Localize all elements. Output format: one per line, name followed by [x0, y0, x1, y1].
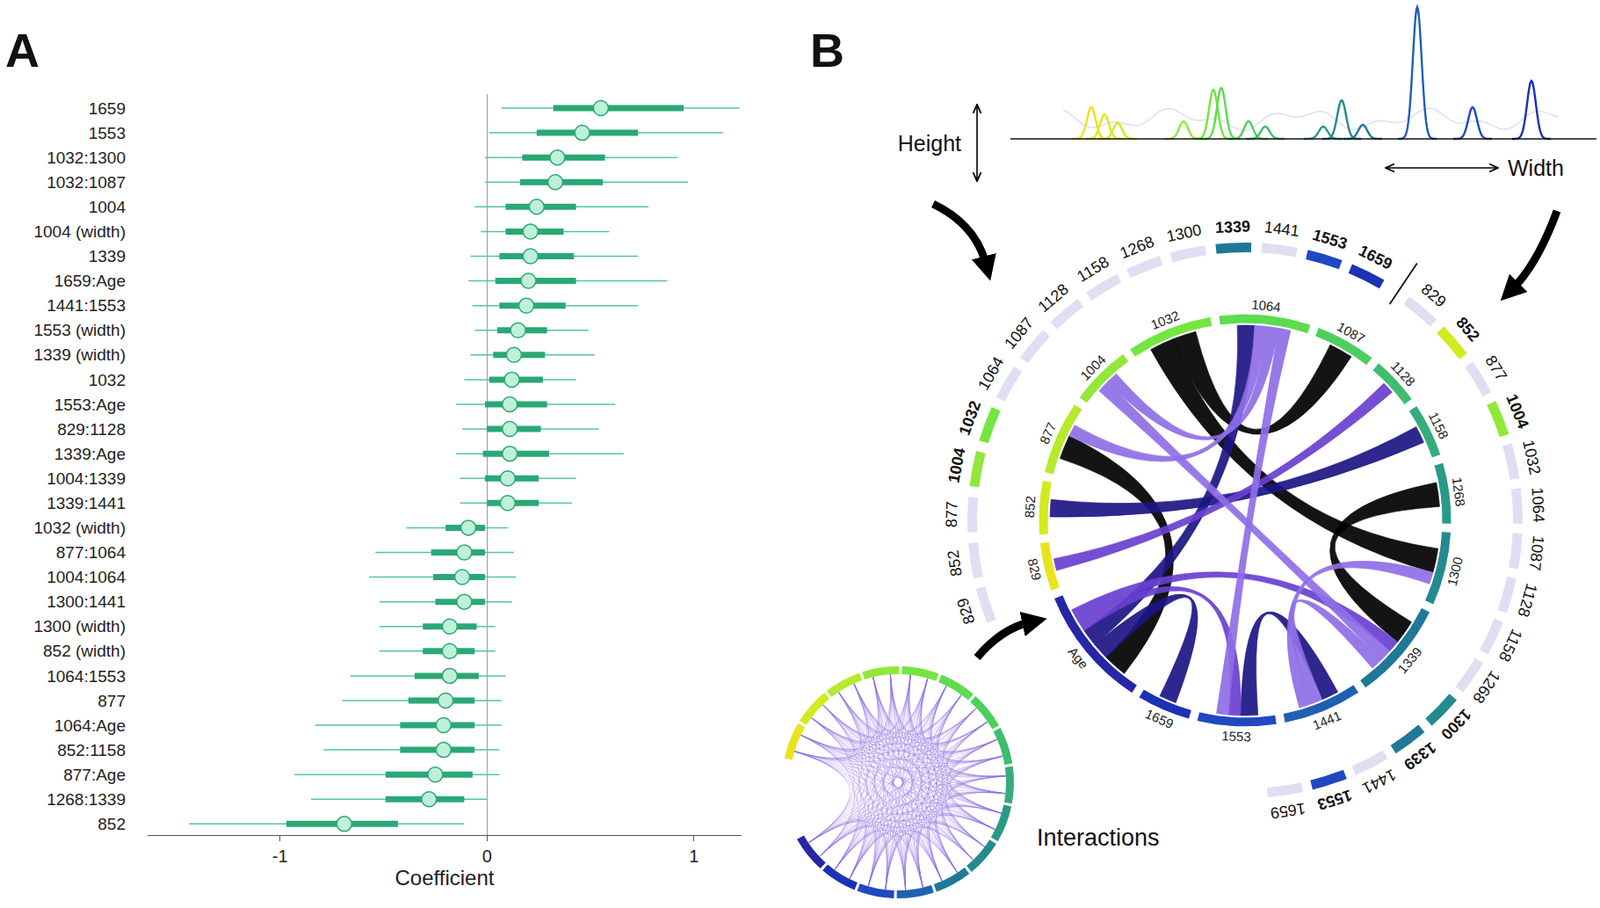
svg-text:1032:1087: 1032:1087: [46, 173, 126, 192]
svg-text:1087: 1087: [1000, 313, 1037, 353]
svg-text:1659: 1659: [1355, 241, 1396, 274]
svg-text:877: 877: [97, 691, 126, 710]
svg-text:1128: 1128: [1388, 358, 1419, 390]
svg-text:1032:1300: 1032:1300: [46, 148, 126, 167]
svg-text:1441:1553: 1441:1553: [46, 296, 126, 315]
svg-text:Coefficient: Coefficient: [395, 865, 495, 890]
svg-text:1032: 1032: [88, 370, 126, 390]
svg-text:Age: Age: [1064, 644, 1092, 672]
svg-text:852: 852: [97, 814, 126, 833]
svg-text:1659: 1659: [1269, 799, 1308, 823]
svg-text:1339:Age: 1339:Age: [54, 444, 126, 464]
svg-text:1158: 1158: [1495, 625, 1527, 665]
svg-text:1339 (width): 1339 (width): [33, 345, 126, 364]
svg-text:1128: 1128: [1035, 280, 1072, 316]
svg-text:1064: 1064: [1251, 296, 1282, 315]
svg-text:852: 852: [943, 548, 965, 578]
svg-text:877:1064: 877:1064: [56, 542, 127, 562]
svg-text:0: 0: [482, 846, 493, 866]
svg-text:1004: 1004: [1502, 391, 1532, 432]
svg-text:1004:1339: 1004:1339: [46, 469, 126, 488]
svg-text:829:1128: 829:1128: [57, 419, 126, 439]
svg-text:1268: 1268: [1117, 232, 1158, 262]
svg-text:1158: 1158: [1426, 409, 1452, 442]
svg-text:1064: 1064: [974, 354, 1007, 394]
svg-text:852:1158: 852:1158: [57, 740, 126, 760]
svg-text:1441: 1441: [1310, 707, 1344, 732]
svg-text:1268:1339: 1268:1339: [46, 789, 126, 809]
svg-text:1553: 1553: [88, 123, 126, 143]
svg-text:1339: 1339: [88, 246, 126, 266]
svg-text:1659: 1659: [88, 99, 126, 118]
svg-text:1064:Age: 1064:Age: [54, 716, 126, 735]
svg-text:852: 852: [1452, 313, 1484, 346]
svg-text:1300 (width): 1300 (width): [33, 616, 126, 636]
svg-text:1659:Age: 1659:Age: [54, 271, 126, 290]
svg-text:1004 (width): 1004 (width): [33, 222, 126, 241]
svg-text:1553: 1553: [1310, 225, 1349, 254]
svg-text:852 (width): 852 (width): [43, 641, 126, 660]
svg-text:1441: 1441: [1359, 765, 1399, 797]
svg-text:1339: 1339: [1400, 738, 1440, 774]
svg-text:1300:1441: 1300:1441: [46, 592, 126, 611]
svg-text:-1: -1: [272, 846, 289, 866]
svg-text:1268: 1268: [1469, 666, 1504, 706]
svg-text:1553:Age: 1553:Age: [54, 395, 126, 414]
svg-text:Height: Height: [897, 130, 962, 156]
svg-text:877:Age: 877:Age: [63, 765, 126, 784]
svg-text:1339:1441: 1339:1441: [46, 493, 126, 513]
svg-text:1300: 1300: [1165, 220, 1203, 246]
svg-text:1339: 1339: [1394, 644, 1426, 676]
svg-text:1: 1: [688, 846, 699, 866]
svg-text:1004: 1004: [944, 446, 969, 485]
svg-text:877: 877: [942, 500, 962, 528]
svg-text:1032 (width): 1032 (width): [33, 518, 126, 537]
svg-text:1441: 1441: [1263, 217, 1301, 240]
svg-text:829: 829: [953, 595, 978, 627]
svg-text:1268: 1268: [1449, 476, 1469, 507]
svg-text:1004:1064: 1004:1064: [46, 567, 126, 587]
svg-text:Interactions: Interactions: [1036, 824, 1160, 851]
svg-text:1659: 1659: [1143, 705, 1176, 732]
svg-text:A: A: [5, 23, 40, 77]
svg-text:B: B: [810, 23, 845, 77]
svg-text:1553: 1553: [1221, 727, 1252, 744]
svg-text:877: 877: [1036, 419, 1060, 447]
svg-text:1004: 1004: [1077, 351, 1109, 384]
svg-text:1064: 1064: [1528, 486, 1549, 523]
svg-text:1064:1553: 1064:1553: [46, 666, 126, 686]
svg-text:1032: 1032: [955, 398, 985, 438]
svg-text:829: 829: [1025, 557, 1045, 582]
svg-text:1158: 1158: [1073, 253, 1112, 286]
svg-text:1032: 1032: [1148, 307, 1181, 333]
svg-text:1004: 1004: [88, 197, 127, 217]
svg-text:1553 (width): 1553 (width): [33, 320, 126, 340]
svg-text:1032: 1032: [1519, 438, 1544, 477]
svg-text:Width: Width: [1507, 155, 1564, 181]
svg-text:1339: 1339: [1215, 217, 1252, 237]
svg-text:1087: 1087: [1334, 318, 1368, 347]
svg-text:1300: 1300: [1437, 705, 1475, 744]
svg-text:852: 852: [1021, 495, 1039, 519]
svg-text:1087: 1087: [1526, 534, 1548, 572]
svg-text:1553: 1553: [1315, 785, 1354, 813]
svg-text:1300: 1300: [1444, 555, 1466, 587]
svg-text:1128: 1128: [1513, 581, 1541, 620]
svg-text:877: 877: [1481, 352, 1511, 384]
svg-text:829: 829: [1418, 280, 1450, 312]
